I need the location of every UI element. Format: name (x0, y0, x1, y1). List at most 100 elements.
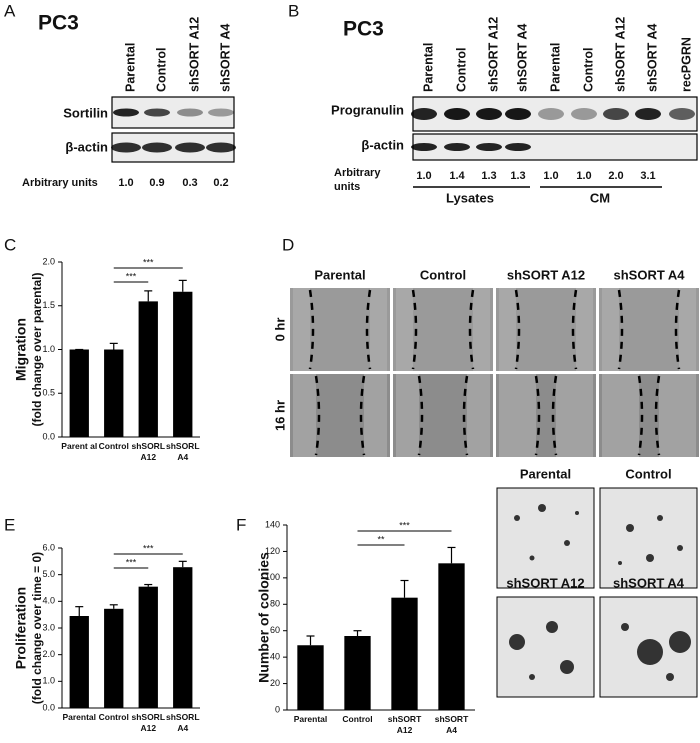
band (411, 108, 437, 120)
colony (546, 621, 558, 633)
band (571, 108, 597, 120)
lane-label: Control (454, 48, 468, 92)
row-label: 16 hr (272, 400, 287, 431)
bar (173, 291, 193, 437)
bar (297, 645, 324, 710)
wound-edge (551, 375, 558, 456)
x-tick-label: shSORL A4 (166, 712, 200, 733)
bar (391, 597, 418, 710)
y-tick-label: 100 (265, 572, 280, 582)
error-bar (447, 546, 456, 564)
lane-label: Control (154, 48, 168, 92)
wound-edge (314, 375, 321, 456)
band (142, 142, 172, 153)
cells (364, 374, 387, 457)
colony (509, 634, 525, 650)
column-label: Control (420, 267, 466, 282)
y-tick-label: 3.0 (42, 622, 55, 632)
lane-label: shSORT A4 (218, 24, 232, 92)
wound-edge (462, 375, 469, 456)
wound-edge (417, 375, 424, 456)
wound-edge (308, 289, 315, 370)
bar (69, 616, 89, 708)
band (444, 143, 470, 151)
cells (602, 288, 619, 371)
y-axis-label: Proliferation (13, 587, 29, 669)
colony (666, 673, 674, 681)
x-tick-label: shSORL A4 (166, 441, 200, 462)
significance-label: *** (143, 257, 154, 267)
band (476, 143, 502, 151)
wound-edge (468, 289, 475, 370)
image-label: shSORT A4 (613, 575, 685, 590)
error-bar (75, 606, 84, 616)
image-label: Control (625, 466, 671, 481)
wound-edge (411, 289, 418, 370)
band (177, 108, 203, 117)
units-value: 0.9 (149, 177, 164, 189)
wound-edge (674, 289, 681, 370)
band (411, 143, 437, 151)
y-tick-label: 60 (270, 625, 280, 635)
x-tick-label: Parent al (61, 441, 97, 451)
band (113, 108, 139, 117)
units-value: 3.1 (640, 170, 655, 182)
panel-letter: B (288, 1, 299, 20)
cells (556, 374, 593, 457)
panel-letter: F (236, 515, 246, 534)
x-tick-label: shSORT A12 (388, 714, 422, 735)
colony (669, 631, 691, 653)
band (444, 108, 470, 120)
panel-letter: E (4, 515, 15, 534)
cells (576, 288, 593, 371)
wound-edge (654, 375, 661, 456)
column-label: Parental (314, 267, 365, 282)
y-tick-label: 5.0 (42, 569, 55, 579)
colony (657, 515, 663, 521)
x-tick-label: Parental (294, 714, 328, 724)
significance-label: *** (143, 543, 154, 553)
error-bar (109, 604, 118, 609)
lane-label: Parental (421, 43, 435, 92)
x-tick-label: Control (99, 441, 129, 451)
bar (173, 567, 193, 708)
column-label: shSORT A4 (613, 267, 685, 282)
units-label: units (334, 181, 360, 193)
image-label: Parental (520, 466, 571, 481)
colony (529, 674, 535, 680)
y-tick-label: 120 (265, 546, 280, 556)
row-label: β-actin (361, 137, 404, 152)
cells (293, 374, 316, 457)
x-tick-label: shSORT A4 (435, 714, 469, 735)
error-bar (109, 342, 118, 350)
cells (293, 288, 310, 371)
error-bar (306, 635, 315, 646)
bar (69, 349, 89, 437)
lane-label: shSORT A4 (515, 24, 529, 92)
x-tick-label: Control (342, 714, 372, 724)
significance-label: *** (126, 557, 137, 567)
cells (370, 288, 387, 371)
panel-letter: A (4, 1, 16, 20)
cells (473, 288, 490, 371)
wound-edge (571, 289, 578, 370)
group-label: Lysates (446, 190, 494, 205)
error-bar (400, 579, 409, 598)
colony (626, 524, 634, 532)
significance-label: *** (126, 271, 137, 281)
band (111, 142, 141, 153)
lane-label: shSORT A12 (187, 17, 201, 92)
units-label: Arbitrary units (22, 177, 98, 189)
cells (659, 374, 696, 457)
row-label: 0 hr (272, 318, 287, 342)
band (206, 142, 236, 153)
cells (396, 374, 419, 457)
y-tick-label: 1.0 (42, 676, 55, 686)
y-tick-label: 0.5 (42, 388, 55, 398)
band (635, 108, 661, 120)
units-value: 1.3 (481, 170, 496, 182)
y-axis-label: (fold change over time = 0) (30, 552, 44, 704)
y-tick-label: 0.0 (42, 431, 55, 441)
error-bar (353, 630, 362, 636)
error-bar (144, 290, 153, 302)
